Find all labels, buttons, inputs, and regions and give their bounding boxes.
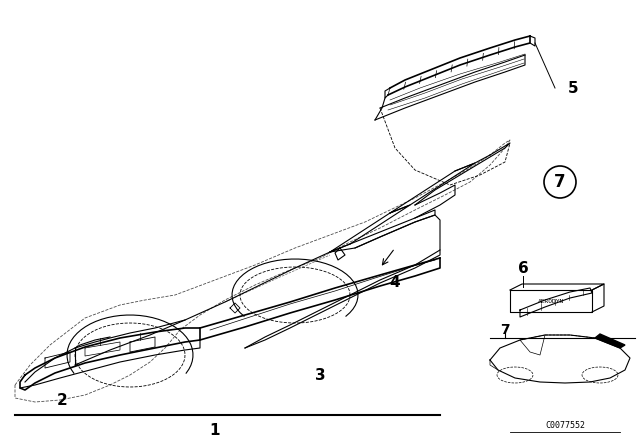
Text: 3: 3 — [315, 367, 325, 383]
Text: 4: 4 — [390, 275, 400, 289]
Text: 1: 1 — [210, 422, 220, 438]
Text: 6: 6 — [518, 260, 529, 276]
Text: 7: 7 — [554, 173, 566, 191]
Text: 5: 5 — [568, 81, 579, 95]
Polygon shape — [595, 334, 625, 348]
Text: 2: 2 — [56, 392, 67, 408]
Text: C0077552: C0077552 — [545, 421, 585, 430]
Text: 7: 7 — [500, 323, 510, 337]
Text: AERODYN: AERODYN — [538, 298, 564, 303]
